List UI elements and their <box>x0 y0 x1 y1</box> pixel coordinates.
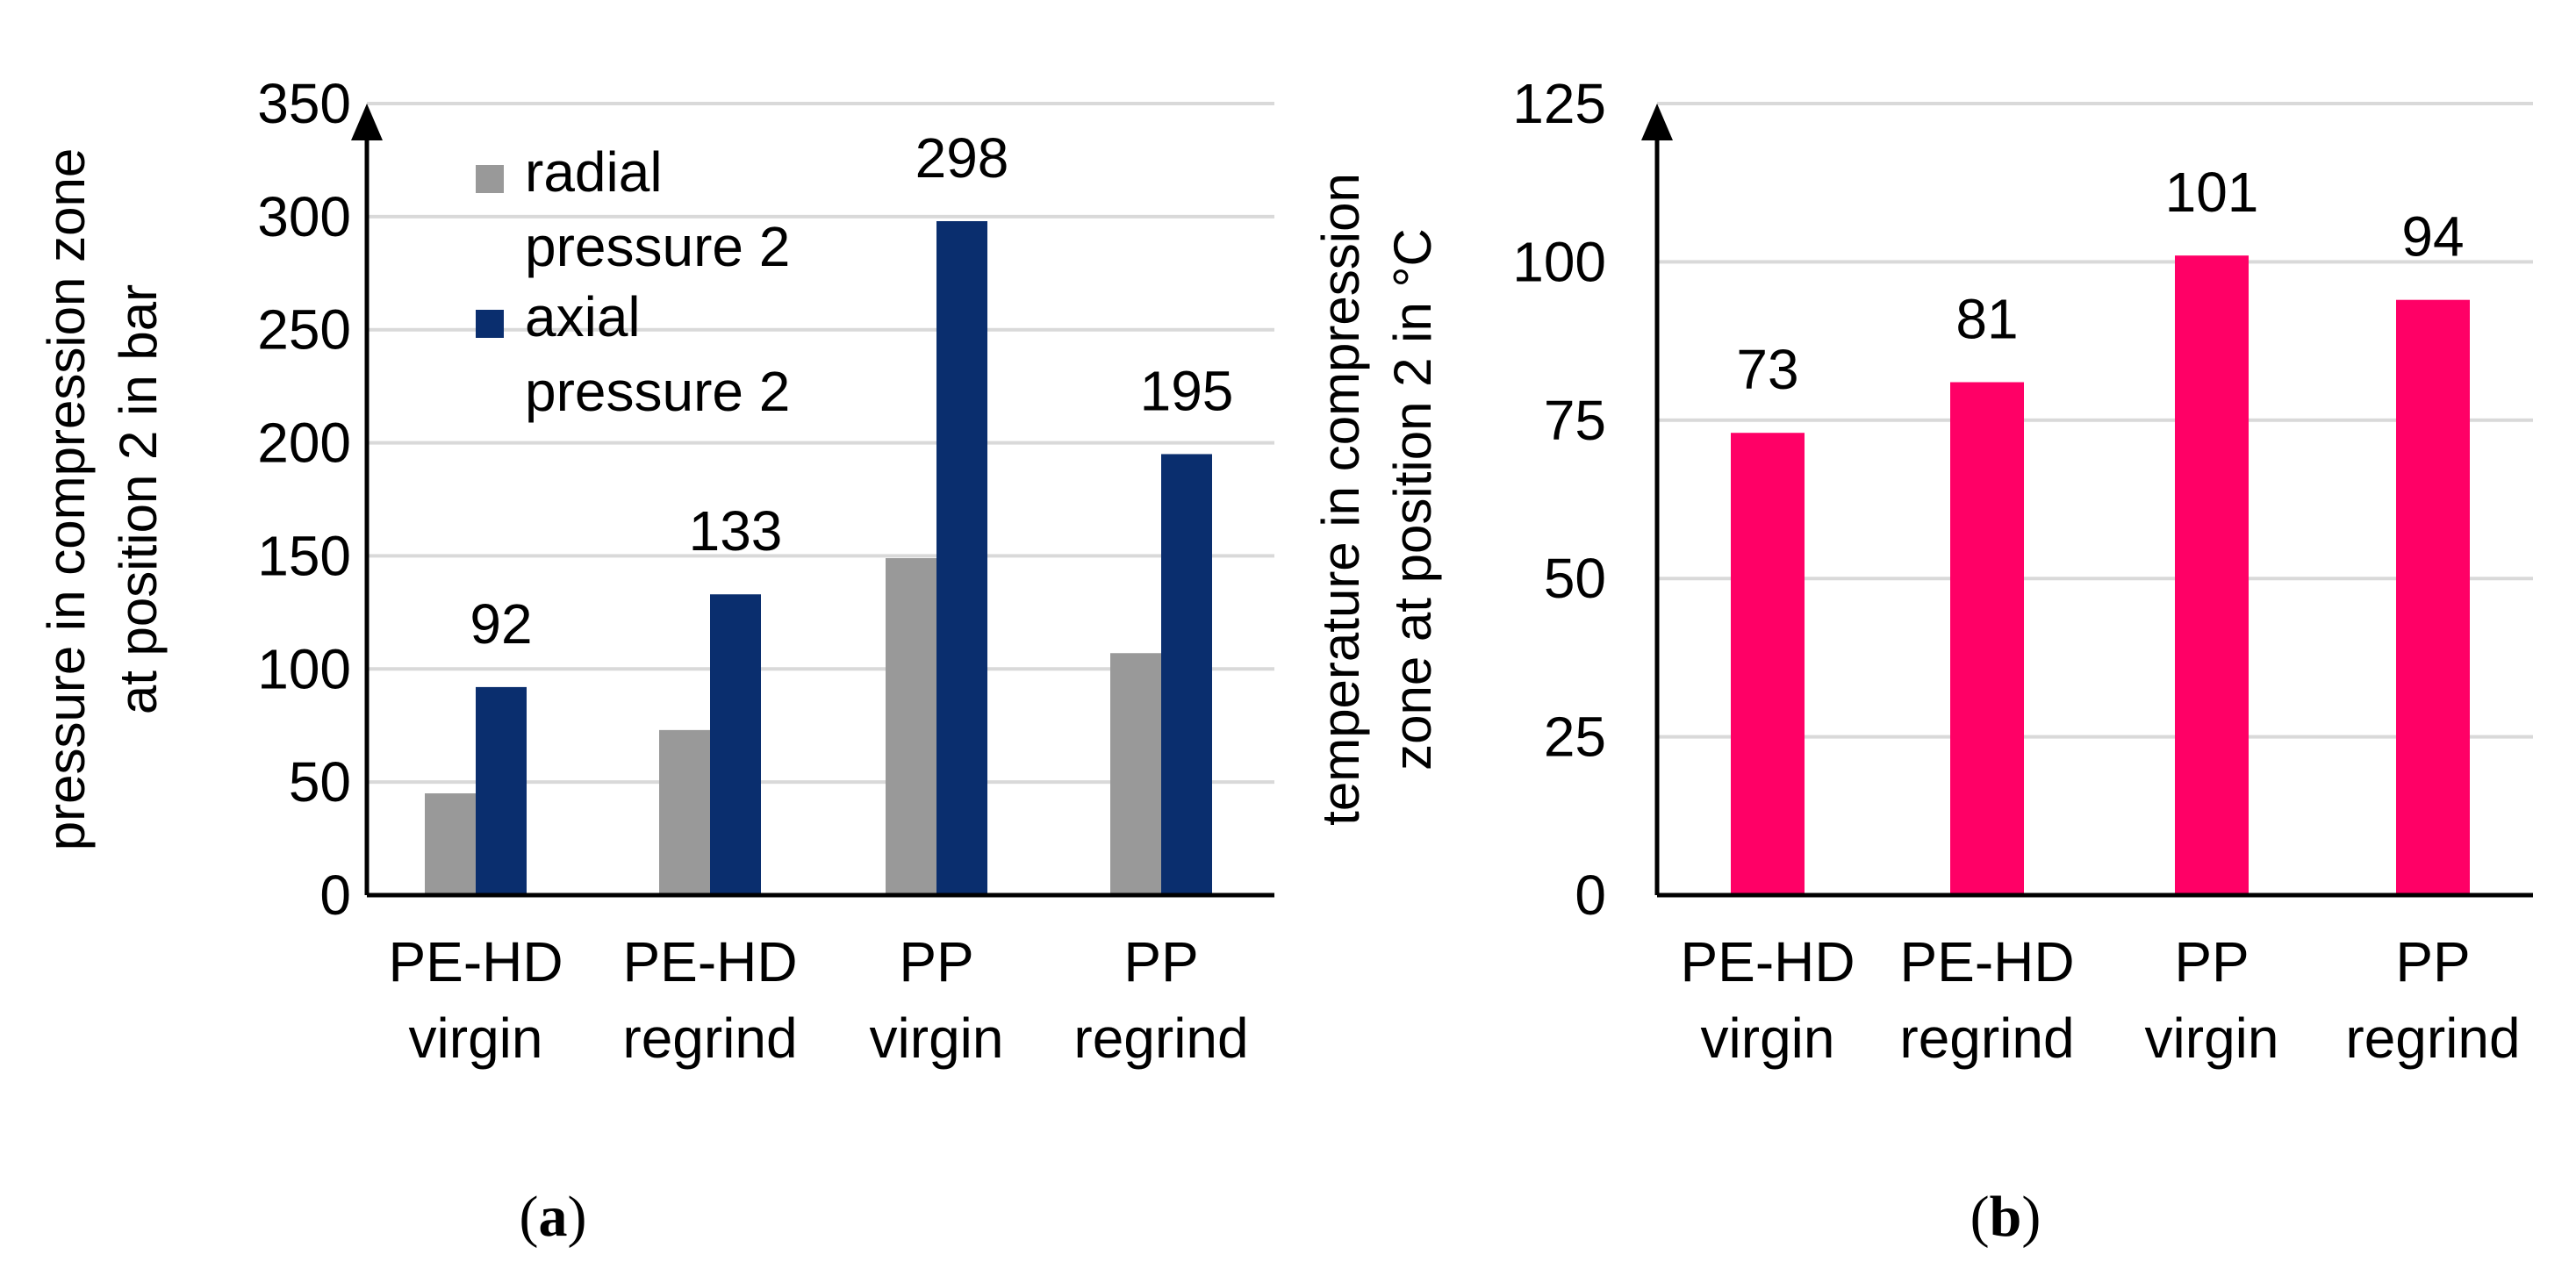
legend-entry-line: radial <box>525 140 663 204</box>
y-tick-label: 200 <box>257 412 351 475</box>
x-tick-label: regrind <box>2345 1007 2520 1070</box>
legend-swatch <box>476 165 504 193</box>
y-tick-label: 25 <box>1544 706 1606 769</box>
y-axis-title: temperature in compression zone at positi… <box>1311 173 1442 826</box>
chart-b: 0 25 50 75 100 125 temperature in compression z… <box>1311 72 2533 1249</box>
bar <box>425 793 476 895</box>
y-axis-title: pressure in compression zone at position … <box>37 148 168 850</box>
panel-label-part: b <box>1990 1185 2022 1249</box>
data-label: 195 <box>1140 359 1234 422</box>
legend-entry-line: pressure 2 <box>525 360 790 423</box>
x-tick-label: regrind <box>1073 1007 1248 1070</box>
x-tick-label: PE-HD <box>622 930 797 993</box>
x-tick-label: virgin <box>409 1007 543 1070</box>
bar <box>1110 653 1161 895</box>
y-axis-arrow <box>351 104 383 140</box>
y-axis-title-line: at position 2 in bar <box>109 284 168 714</box>
panel-label-part: ( <box>1970 1185 1990 1249</box>
x-tick-label: PE-HD <box>1899 930 2074 993</box>
y-axis-title-line: pressure in compression zone <box>37 148 96 850</box>
panel-label-part: a <box>539 1185 568 1249</box>
bar <box>1161 454 1212 895</box>
panel-label-part: ( <box>520 1185 539 1249</box>
x-tick-label: PP <box>899 930 973 993</box>
y-tick-label: 125 <box>1512 72 1606 135</box>
y-tick-label: 150 <box>257 524 351 587</box>
y-tick-label: 50 <box>289 750 351 814</box>
chart-a: 0 50 100 150 200 250 300 350 pressure in compres… <box>37 72 1274 1249</box>
y-axis-arrow <box>1641 104 1673 140</box>
panel-label: (a) <box>520 1185 587 1249</box>
data-label: 73 <box>1736 338 1798 401</box>
panel-label-part: ) <box>568 1185 587 1249</box>
data-label: 94 <box>2401 205 2464 269</box>
data-label: 81 <box>1955 288 2018 351</box>
x-tick-label: PE-HD <box>388 930 563 993</box>
y-tick-label: 75 <box>1544 389 1606 452</box>
data-label: 298 <box>915 126 1009 190</box>
x-tick-label: regrind <box>1899 1007 2074 1070</box>
bar <box>2396 299 2470 895</box>
bar <box>476 686 527 895</box>
x-tick-label: virgin <box>1701 1007 1835 1070</box>
x-tick-label: PP <box>2174 930 2249 993</box>
x-tick-label: PP <box>1123 930 1198 993</box>
legend-entry-line: axial <box>525 285 641 348</box>
bar <box>659 729 710 895</box>
data-label: 92 <box>470 592 532 656</box>
panel-label: (b) <box>1970 1185 2041 1249</box>
x-tick-label: virgin <box>2145 1007 2279 1070</box>
panel-label-part: ) <box>2021 1185 2041 1249</box>
y-axis-title-line: temperature in compression <box>1311 173 1370 826</box>
data-label: 101 <box>2165 161 2259 224</box>
y-tick-label: 300 <box>257 185 351 248</box>
x-tick-label: PE-HD <box>1680 930 1855 993</box>
legend-entry-line: pressure 2 <box>525 215 790 278</box>
y-tick-label: 350 <box>257 72 351 135</box>
y-axis-title-line: zone at position 2 in °C <box>1383 228 1442 771</box>
bar <box>1950 382 2024 895</box>
y-tick-label: 100 <box>257 637 351 700</box>
bar <box>886 558 936 895</box>
x-tick-label: virgin <box>870 1007 1004 1070</box>
x-tick-label: regrind <box>622 1007 797 1070</box>
y-tick-label: 50 <box>1544 547 1606 610</box>
y-tick-label: 0 <box>319 864 351 927</box>
data-label: 133 <box>689 499 783 563</box>
legend-entry: radial pressure 2 <box>525 140 790 278</box>
y-tick-label: 250 <box>257 298 351 362</box>
legend-swatch <box>476 310 504 338</box>
bar <box>1731 433 1805 895</box>
x-tick-label: PP <box>2395 930 2470 993</box>
y-tick-label: 100 <box>1512 230 1606 293</box>
bar <box>936 221 987 896</box>
bar <box>2175 255 2249 896</box>
legend-entry: axial pressure 2 <box>525 285 790 423</box>
y-tick-label: 0 <box>1575 864 1606 927</box>
bar <box>710 594 761 895</box>
